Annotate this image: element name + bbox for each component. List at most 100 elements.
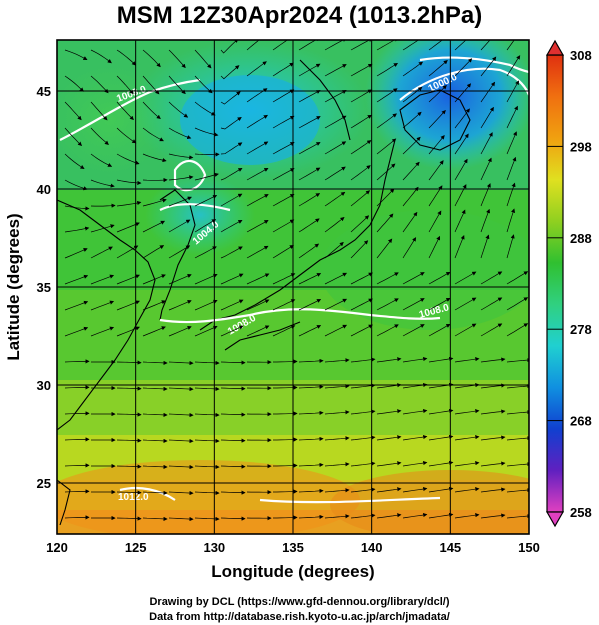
streamline [402, 408, 428, 415]
streamline [376, 487, 402, 493]
streamline [168, 49, 186, 69]
streamline [168, 153, 194, 160]
y-tick-label: 30 [37, 378, 51, 393]
streamline [324, 241, 344, 259]
streamline [298, 63, 321, 77]
streamline [324, 166, 346, 181]
streamline [376, 213, 394, 233]
streamline [402, 86, 423, 103]
streamline [480, 157, 492, 181]
streamline [324, 436, 350, 441]
credit-data: Data from http://database.rish.kyoto-u.a… [149, 611, 450, 623]
y-tick-label: 40 [37, 182, 51, 197]
streamline [142, 412, 168, 418]
streamline [350, 114, 372, 129]
streamline [272, 168, 295, 181]
streamline [480, 461, 506, 467]
streamline [324, 384, 350, 389]
streamline [64, 226, 90, 233]
streamline [480, 357, 506, 363]
streamline [298, 299, 322, 311]
streamline [64, 127, 83, 146]
streamline [298, 218, 320, 233]
streamline [194, 273, 218, 285]
streamline [506, 323, 529, 337]
x-tick-label: 140 [361, 540, 383, 555]
streamline [90, 127, 109, 145]
streamline [272, 62, 294, 77]
streamline [116, 386, 142, 391]
colorbar-tick-label: 258 [570, 505, 592, 520]
streamline [324, 64, 347, 77]
streamline [480, 56, 497, 77]
credit-drawing: Drawing by DCL (https://www.gfd-dennou.o… [149, 596, 450, 608]
streamline [324, 358, 350, 363]
streamline [428, 356, 454, 363]
streamline [116, 200, 142, 207]
streamline [220, 438, 246, 443]
colorbar-tick-label: 288 [570, 231, 592, 246]
streamline [402, 298, 425, 311]
streamline [142, 360, 168, 366]
streamline [194, 152, 220, 157]
streamline [480, 297, 503, 311]
streamline [376, 138, 397, 155]
streamline [350, 63, 373, 77]
streamline [454, 133, 469, 155]
streamline [272, 325, 296, 337]
streamline [142, 127, 164, 142]
streamline [324, 514, 350, 519]
streamline [116, 490, 142, 495]
streamline [298, 462, 324, 467]
streamline [142, 326, 166, 337]
streamline [376, 409, 402, 415]
streamline [376, 113, 397, 129]
streamline [506, 271, 529, 285]
streamline [272, 193, 295, 207]
streamline [506, 357, 529, 363]
streamline [116, 101, 134, 121]
streamline [454, 108, 470, 129]
streamline [350, 190, 371, 207]
streamline [454, 184, 467, 207]
streamline [506, 80, 519, 103]
streamline [90, 179, 115, 188]
streamline [90, 153, 113, 167]
streamline [376, 238, 393, 259]
streamline [350, 215, 370, 233]
streamline [376, 298, 399, 311]
streamline [298, 90, 321, 103]
streamline [402, 186, 419, 207]
streamline [402, 434, 428, 441]
streamline [194, 75, 213, 94]
streamline [506, 461, 529, 467]
streamline [428, 297, 451, 311]
streamline [220, 490, 246, 495]
streamline [506, 487, 529, 493]
streamline [480, 323, 503, 337]
streamline [142, 245, 165, 259]
streamline [168, 300, 192, 311]
streamline [116, 516, 142, 521]
streamline [246, 273, 270, 285]
streamline [64, 49, 88, 61]
colorbar-bar [546, 54, 564, 513]
streamline [350, 513, 376, 519]
streamline [272, 142, 295, 155]
streamline [194, 516, 220, 522]
streamline [194, 325, 218, 337]
streamline [402, 111, 422, 129]
streamline [350, 165, 371, 181]
streamline [454, 271, 477, 285]
streamline [298, 384, 324, 389]
streamline [168, 490, 194, 496]
streamline [194, 219, 217, 233]
streamline [64, 153, 85, 169]
contour-label: 1012.0 [118, 492, 149, 503]
streamline [298, 410, 324, 415]
streamline [64, 359, 90, 364]
streamline [168, 412, 194, 418]
streamline [220, 386, 246, 391]
streamline [480, 435, 506, 441]
streamline [454, 323, 477, 337]
